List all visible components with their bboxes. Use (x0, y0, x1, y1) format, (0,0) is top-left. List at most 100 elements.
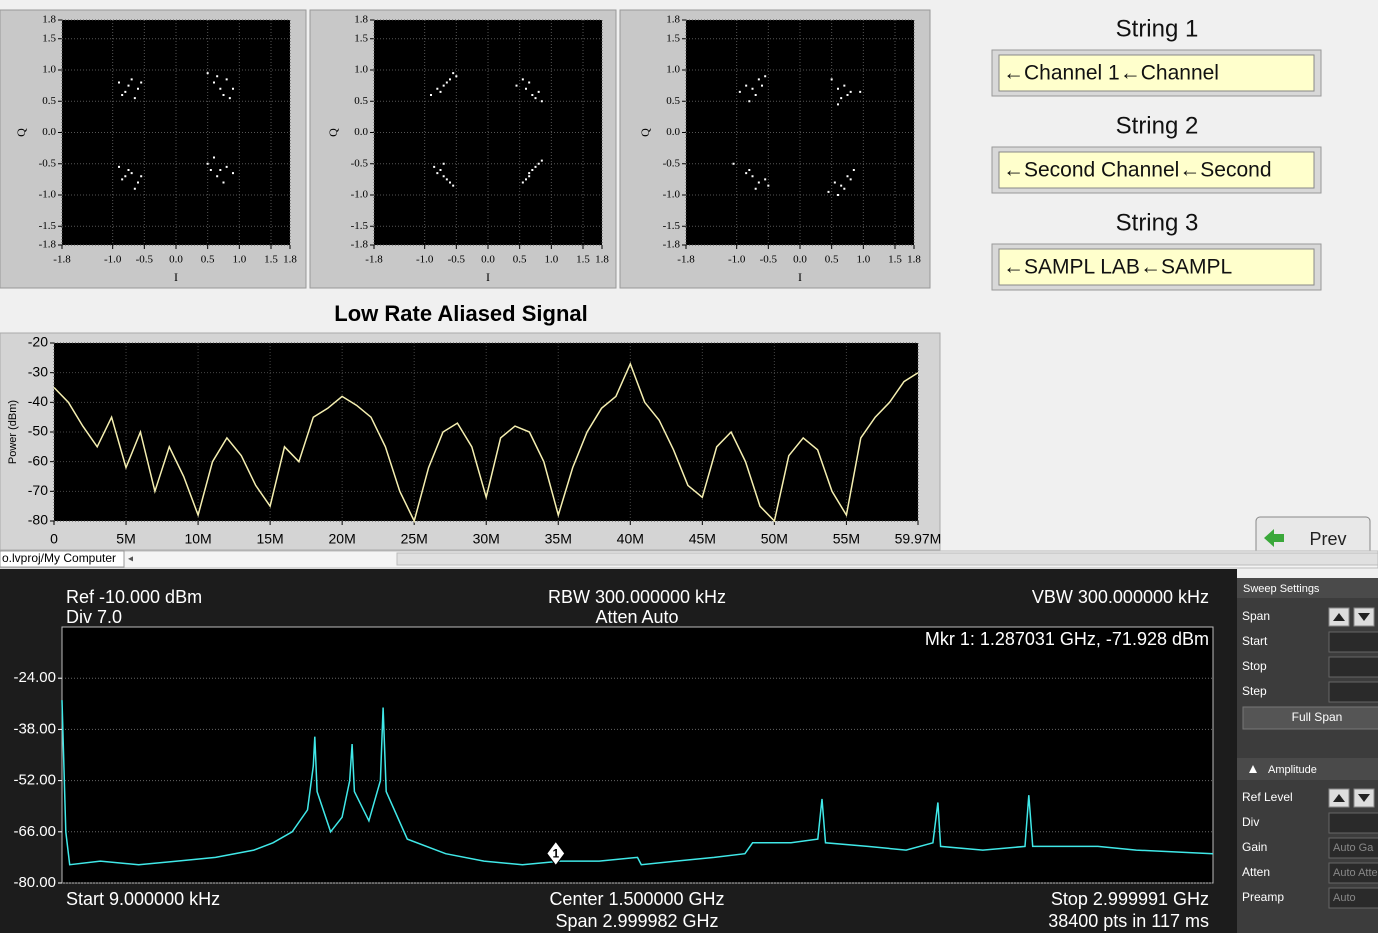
y-tick-label: 0.0 (42, 126, 56, 138)
y-tick-label: -1.5 (39, 220, 57, 232)
point (439, 90, 442, 93)
up-icon (1333, 613, 1345, 621)
collapse-icon[interactable] (1249, 765, 1257, 773)
y-tick-label: 1.8 (666, 14, 680, 26)
field-value: Auto (1333, 892, 1356, 904)
x-tick-label: 1.0 (856, 254, 870, 266)
panel-title: Sweep Settings (1243, 583, 1320, 595)
point (121, 178, 124, 181)
point (452, 184, 455, 187)
input-field[interactable] (1328, 631, 1378, 653)
string-value: ←Second Channel←Second (1003, 159, 1272, 182)
y-tick-label: 1.8 (42, 14, 56, 26)
point (827, 190, 830, 193)
project-path: o.lvproj/My Computer (2, 551, 116, 565)
section-title: Amplitude (1268, 764, 1317, 776)
ref-level: Ref -10.000 dBm (66, 587, 202, 607)
stop-freq: Stop 2.999991 GHz (1051, 889, 1209, 909)
y-tick-label: -20 (28, 334, 48, 350)
scroll-arrow[interactable]: ◂ (128, 554, 133, 565)
sweep-points: 38400 pts in 117 ms (1048, 911, 1209, 931)
point (521, 181, 524, 184)
x-tick-label: 59.97M (895, 531, 942, 547)
y-tick-label: 1.0 (42, 64, 56, 76)
marker-readout: Mkr 1: 1.287031 GHz, -71.928 dBm (925, 629, 1209, 649)
field-label: Gain (1242, 840, 1267, 854)
point (837, 87, 839, 90)
point (442, 175, 445, 178)
point (445, 81, 448, 84)
x-tick-label: 0 (50, 531, 58, 547)
point (222, 181, 225, 184)
point (121, 94, 124, 96)
y-tick-label: -38.00 (13, 720, 56, 737)
path-box (0, 550, 125, 568)
point (751, 175, 754, 178)
point (748, 169, 751, 171)
center-freq: Center 1.500000 GHz (549, 889, 724, 909)
point (521, 78, 524, 81)
x-tick-label: 35M (545, 531, 572, 547)
point (525, 178, 527, 181)
y-tick-label: -1.8 (351, 239, 369, 251)
y-tick-label: -40 (28, 393, 48, 409)
x-tick-label: -1.0 (104, 254, 122, 266)
input-field[interactable] (1328, 837, 1378, 859)
x-tick-label: 5M (116, 531, 135, 547)
x-tick-label: 0.5 (825, 254, 839, 266)
input-field[interactable] (1328, 862, 1378, 884)
up-icon (1333, 794, 1345, 802)
x-tick-label: 0.5 (513, 254, 527, 266)
point (840, 184, 843, 187)
y-tick-label: -50 (28, 423, 48, 439)
y-tick-label: 1.0 (354, 64, 368, 76)
button-label[interactable]: Full Span (1292, 710, 1343, 724)
button-label[interactable]: Prev (1309, 529, 1346, 549)
x-axis-label: I (174, 270, 178, 284)
full-span-button[interactable] (1242, 706, 1378, 730)
field-value: Auto Atte (1333, 867, 1378, 879)
y-tick-label: 1.8 (354, 14, 368, 26)
x-tick-label: -0.5 (448, 254, 466, 266)
down-icon (1358, 794, 1370, 802)
point (216, 175, 219, 178)
y-tick-label: 1.5 (666, 32, 680, 44)
point (219, 87, 222, 90)
x-tick-label: 1.8 (595, 254, 609, 266)
point (837, 103, 839, 106)
point (137, 87, 139, 90)
x-tick-label: 1.0 (232, 254, 246, 266)
y-tick-label: 0.5 (42, 95, 56, 107)
point (455, 75, 458, 78)
point (525, 87, 527, 90)
point (439, 169, 442, 171)
y-tick-label: -0.5 (663, 157, 681, 169)
point (751, 87, 754, 90)
point (140, 81, 143, 84)
y-tick-label: 0.5 (666, 95, 680, 107)
field-label: Atten (1242, 865, 1270, 879)
scrollbar[interactable] (396, 552, 1378, 566)
point (534, 97, 537, 100)
point (515, 84, 518, 87)
input-field[interactable] (1328, 887, 1378, 909)
point (130, 78, 133, 81)
point (754, 187, 757, 190)
point (118, 81, 120, 84)
panel-header (1237, 578, 1378, 598)
x-tick-label: 30M (473, 531, 500, 547)
point (757, 78, 760, 81)
marker-label: 1 (552, 847, 559, 861)
input-field[interactable] (1328, 656, 1378, 678)
x-tick-label: -1.0 (416, 254, 434, 266)
x-tick-label: 0.0 (169, 254, 183, 266)
y-tick-label: -24.00 (13, 669, 56, 686)
trace (53, 361, 919, 524)
point (764, 178, 767, 181)
span: Span 2.999982 GHz (555, 911, 718, 931)
input-field[interactable] (1328, 681, 1378, 703)
point (206, 162, 209, 165)
trace (61, 700, 1214, 866)
input-field[interactable] (1328, 812, 1378, 834)
